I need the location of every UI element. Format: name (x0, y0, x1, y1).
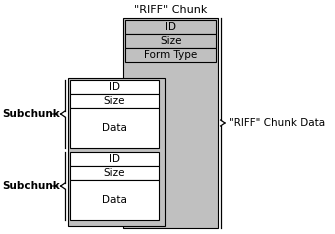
Text: Size: Size (104, 96, 125, 106)
Text: ID: ID (109, 154, 120, 164)
Text: ID: ID (109, 82, 120, 92)
Text: Size: Size (160, 36, 182, 46)
Text: Data: Data (102, 123, 127, 133)
Bar (70, 94, 159, 108)
Text: Data: Data (102, 195, 127, 205)
Bar (70, 152, 159, 166)
Text: Size: Size (104, 168, 125, 178)
Text: ID: ID (165, 22, 176, 32)
Bar (68, 78, 165, 226)
Bar (125, 34, 216, 48)
Text: "RIFF" Chunk Data: "RIFF" Chunk Data (229, 118, 326, 128)
Text: "RIFF" Chunk: "RIFF" Chunk (134, 5, 207, 15)
Text: Subchunk: Subchunk (3, 109, 60, 119)
Bar (70, 166, 159, 180)
Bar (70, 80, 159, 94)
Bar (125, 20, 216, 34)
Bar (70, 180, 159, 220)
Text: Form Type: Form Type (144, 50, 197, 60)
Text: Subchunk: Subchunk (3, 181, 60, 191)
Bar (125, 48, 216, 62)
Bar (70, 108, 159, 148)
Bar (123, 18, 218, 228)
